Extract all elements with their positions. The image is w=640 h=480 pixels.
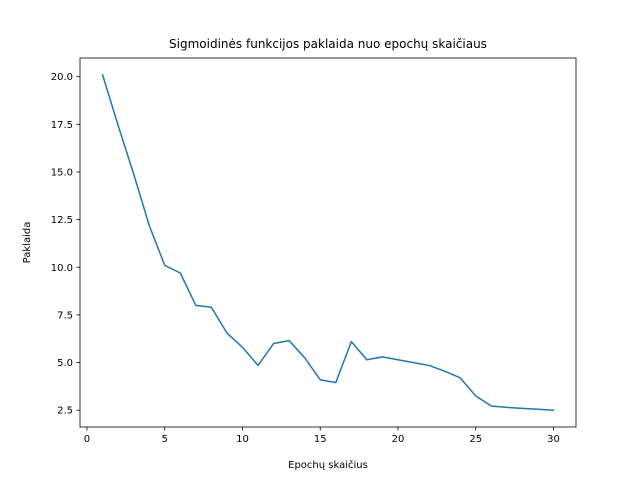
y-tick-label: 10.0	[51, 263, 73, 274]
y-tick-label: 5.0	[57, 358, 73, 369]
chart-title: Sigmoidinės funkcijos paklaida nuo epoch…	[169, 37, 487, 51]
x-tick-label: 0	[84, 434, 90, 445]
y-tick-label: 20.0	[51, 72, 73, 83]
x-tick-label: 20	[392, 434, 405, 445]
x-tick-label: 30	[547, 434, 560, 445]
y-tick-label: 15.0	[51, 167, 73, 178]
x-axis: 0 5 10 15 20 25 30	[84, 427, 560, 445]
x-tick-label: 5	[162, 434, 168, 445]
x-tick-label: 15	[314, 434, 327, 445]
series-line-1	[101, 73, 555, 412]
y-tick-label: 2.5	[57, 406, 73, 417]
y-tick-label: 7.5	[57, 310, 73, 321]
y-tick-label: 12.5	[51, 215, 73, 226]
x-axis-label: Epochų skaičius	[288, 459, 368, 471]
y-axis: 2.5 5.0 7.5 10.0 12.5 15.0 17.5 20.0	[51, 72, 80, 417]
plot-area	[101, 73, 555, 412]
x-tick-label: 25	[469, 434, 482, 445]
plot-frame	[79, 57, 577, 428]
y-tick-label: 17.5	[51, 120, 73, 131]
y-axis-label: Paklaida	[22, 222, 33, 264]
x-tick-label: 10	[236, 434, 249, 445]
